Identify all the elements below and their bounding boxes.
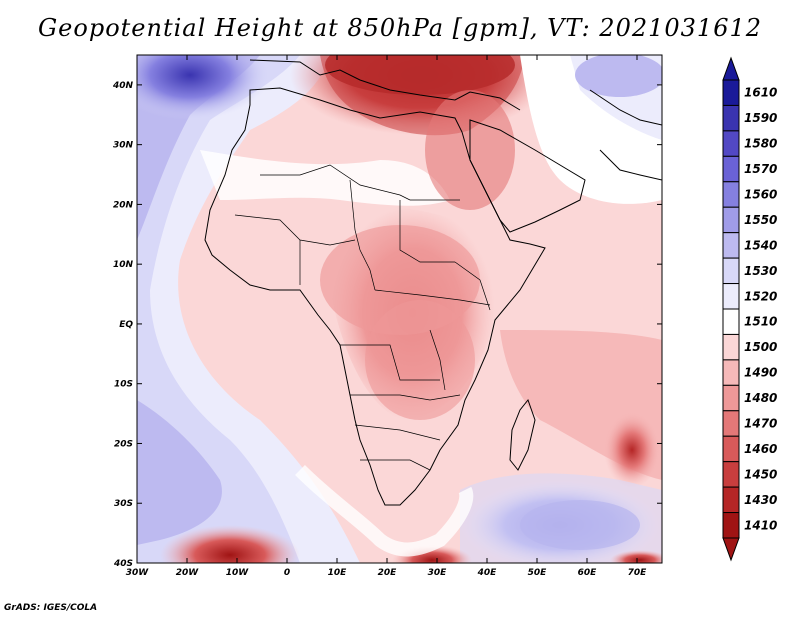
y-tick-label: 20N	[113, 200, 134, 210]
colorbar-swatch	[722, 155, 740, 183]
colorbar-label: 1520	[744, 289, 777, 303]
x-tick-label: 10W	[226, 568, 250, 578]
colorbar-swatch	[722, 461, 740, 488]
colorbar-swatch	[722, 130, 740, 157]
x-tick-label: 40E	[477, 568, 498, 578]
colorbar-label: 1410	[744, 518, 777, 532]
colorbar-label: 1460	[744, 442, 777, 456]
y-tick-label: 10S	[114, 380, 133, 390]
x-tick-label: 60E	[578, 568, 598, 578]
colorbar-swatch	[722, 410, 740, 437]
colorbar-label: 1430	[744, 493, 777, 507]
y-tick-label: 40N	[112, 81, 134, 91]
x-tick-label: 20E	[378, 568, 398, 578]
x-tick-label: 30E	[428, 568, 448, 578]
map-frame	[136, 54, 663, 564]
colorbar-label: 1580	[744, 137, 777, 151]
colorbar-label: 1500	[744, 340, 777, 354]
coastlines	[204, 59, 662, 506]
colorbar-label: 1590	[744, 111, 777, 125]
latitude-axis: 40S 30S 20S 10S EQ 10N 20N 30N 40N	[112, 81, 662, 569]
y-tick-label: 20S	[114, 439, 133, 449]
x-tick-label: 10E	[328, 568, 348, 578]
map-title: Geopotential Height at 850hPa [gpm], VT:…	[38, 14, 762, 42]
colorbar-label: 1570	[744, 162, 777, 176]
x-tick-label: 70E	[628, 568, 648, 578]
x-tick-label: 50E	[528, 568, 548, 578]
colorbar-label: 1530	[744, 264, 777, 278]
colorbar-label: 1560	[744, 188, 777, 202]
colorbar-swatch	[722, 359, 740, 386]
colorbar-label: 1490	[744, 366, 777, 380]
colorbar-swatch	[722, 512, 740, 539]
colorbar-label: 1610	[744, 86, 777, 100]
colorbar-swatch	[722, 232, 740, 259]
colorbar-swatch	[722, 206, 740, 234]
colorbar-swatch	[722, 435, 740, 463]
height-field-shading	[137, 55, 662, 563]
x-tick-label: 30W	[126, 568, 150, 578]
x-tick-label: 20W	[176, 568, 200, 578]
colorbar-swatch	[722, 486, 740, 514]
longitude-axis: 30W 20W 10W 0 10E 20E 30E 40E 50E 60E 70E	[126, 55, 647, 578]
colorbar-swatch	[722, 79, 740, 106]
colorbar-swatch	[722, 308, 740, 335]
y-tick-label: 30N	[113, 141, 134, 151]
country-borders	[234, 164, 491, 471]
colorbar: 1610 1590 1580 1570 1560 1550 1540 1530 1520 1510…	[722, 56, 777, 562]
colorbar-label: 1470	[744, 417, 777, 431]
colorbar-top-arrow	[722, 56, 740, 81]
colorbar-swatch	[722, 283, 740, 310]
y-tick-label: EQ	[119, 320, 133, 330]
colorbar-label: 1510	[744, 315, 777, 329]
grads-credit: GrADS: IGES/COLA	[4, 603, 98, 613]
x-tick-label: 0	[284, 568, 290, 578]
colorbar-bottom-arrow	[722, 537, 740, 562]
colorbar-swatch	[722, 181, 740, 208]
y-tick-label: 40S	[113, 559, 133, 569]
colorbar-swatch	[722, 333, 740, 361]
colorbar-label: 1450	[744, 467, 777, 481]
colorbar-swatch	[722, 104, 740, 132]
colorbar-label: 1550	[744, 213, 777, 227]
y-tick-label: 10N	[113, 260, 134, 270]
colorbar-swatch	[722, 257, 740, 285]
y-tick-label: 30S	[114, 499, 133, 509]
colorbar-label: 1540	[744, 238, 777, 252]
colorbar-label: 1480	[744, 391, 777, 405]
colorbar-swatch	[722, 384, 740, 412]
